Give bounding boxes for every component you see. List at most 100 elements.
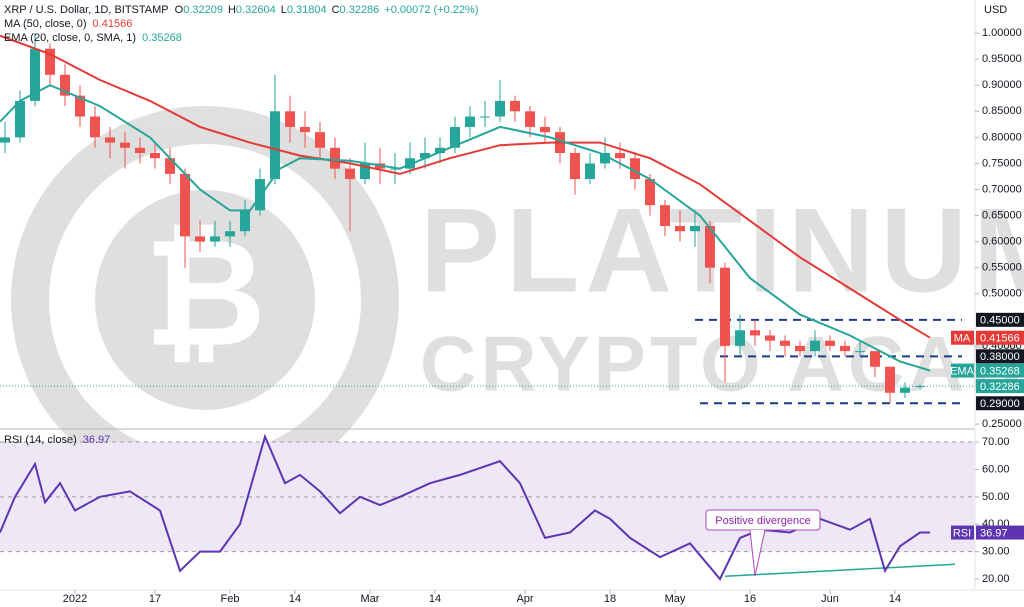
legend-value: 36.97 xyxy=(83,434,111,446)
candle-body xyxy=(525,111,535,127)
price-tag-box xyxy=(976,379,1024,394)
candle-body xyxy=(900,387,910,393)
candle-body xyxy=(285,111,295,127)
x-tick-label: Feb xyxy=(221,593,240,605)
candle-body xyxy=(870,351,880,367)
y-tick-label: 70.00 xyxy=(982,436,1010,448)
candle-body xyxy=(465,116,475,127)
candle-body xyxy=(120,142,130,148)
price-tag: 0.35268 xyxy=(980,365,1020,377)
y-tick-label: 0.75000 xyxy=(982,157,1022,169)
y-tick-label: 1.00000 xyxy=(982,27,1022,39)
x-tick-label: Jun xyxy=(821,593,839,605)
y-tick-label: 0.90000 xyxy=(982,79,1022,91)
candle-body xyxy=(675,225,685,232)
candle-body xyxy=(0,137,10,143)
candle-body xyxy=(195,236,205,242)
price-tag-box xyxy=(976,330,1024,345)
tag-name: EMA xyxy=(950,365,975,377)
price-tag: 0.32286 xyxy=(980,381,1020,393)
tag-name: RSI xyxy=(953,527,971,539)
y-tick-label: 0.80000 xyxy=(982,131,1022,143)
candle-body xyxy=(825,340,835,346)
candle-body xyxy=(765,335,775,341)
candle-body xyxy=(210,236,220,242)
tag-name: MA xyxy=(954,333,971,345)
price-tag: 0.29000 xyxy=(980,398,1020,410)
line xyxy=(0,84,931,372)
candle-body xyxy=(75,95,85,117)
price-tag: 36.97 xyxy=(980,527,1008,539)
candle-body xyxy=(360,163,370,180)
candle-body xyxy=(450,126,460,148)
ohlc-value: 0.32604 xyxy=(236,4,276,16)
candle-body xyxy=(60,74,70,96)
chart-title: XRP / U.S. Dollar, 1D, BITSTAMP xyxy=(4,4,169,16)
x-tick-label: May xyxy=(665,593,686,605)
candle-body xyxy=(150,153,160,159)
candle-body xyxy=(855,351,865,353)
y-tick-label: 0.95000 xyxy=(982,53,1022,65)
y-tick-label: 30.00 xyxy=(982,546,1010,558)
x-tick-label: 14 xyxy=(289,593,301,605)
candle-body xyxy=(45,48,55,75)
legend-name: EMA (20, close, 0, SMA, 1) xyxy=(4,32,136,44)
ohlc-label: C xyxy=(332,4,340,16)
candle-body xyxy=(135,147,145,154)
candle-body xyxy=(420,153,430,159)
y-tick-label: 0.65000 xyxy=(982,209,1022,221)
x-tick-label: Mar xyxy=(361,593,380,605)
candle-body xyxy=(105,137,115,143)
candle-body xyxy=(570,153,580,180)
price-tag-box xyxy=(976,349,1024,364)
candle-body xyxy=(495,100,505,117)
candle-body xyxy=(390,168,400,170)
candle-body xyxy=(660,205,670,226)
candle-body xyxy=(690,225,700,232)
price-tag: 0.41566 xyxy=(980,333,1020,345)
candle-body xyxy=(435,147,445,154)
x-tick-label: Apr xyxy=(516,593,533,605)
candle-body xyxy=(330,147,340,169)
y-tick-label: 20.00 xyxy=(982,573,1010,585)
legend-value: 0.35268 xyxy=(142,32,182,44)
candle-body xyxy=(915,386,925,388)
ohlc-label: O xyxy=(175,4,184,16)
candle-body xyxy=(540,126,550,133)
x-tick-label: 16 xyxy=(744,593,756,605)
tag-name-box xyxy=(951,525,974,540)
candle-body xyxy=(615,153,625,159)
ohlc-label: H xyxy=(228,4,236,16)
y-tick-label: 0.50000 xyxy=(982,288,1022,300)
candle-body xyxy=(600,153,610,164)
ohlc-label: L xyxy=(281,4,287,16)
legend-value: 0.41566 xyxy=(93,18,133,30)
ohlc-value: 0.32209 xyxy=(183,4,223,16)
currency: USD xyxy=(984,4,1007,16)
line xyxy=(0,34,931,339)
y-tick-label: 50.00 xyxy=(982,491,1010,503)
candle-body xyxy=(705,225,715,268)
candle-body xyxy=(315,132,325,148)
y-tick-label: 0.85000 xyxy=(982,105,1022,117)
trendline xyxy=(724,563,956,578)
candle-body xyxy=(720,267,730,346)
candle-body xyxy=(885,366,895,393)
watermark-symbol: ₿ xyxy=(144,209,266,377)
annotation: Positive divergence xyxy=(715,515,810,527)
candle-body xyxy=(345,168,355,180)
price-tag: 0.45000 xyxy=(980,315,1020,327)
candle-body xyxy=(240,210,250,232)
candle-body xyxy=(645,179,655,206)
candle-body xyxy=(735,330,745,346)
pane-title: RSI (14, close) xyxy=(4,434,77,446)
price-tag-box xyxy=(976,312,1024,327)
y-tick-label: 60.00 xyxy=(982,463,1010,475)
y-tick-label: 0.55000 xyxy=(982,262,1022,274)
price-tag-box xyxy=(976,363,1024,378)
candle-body xyxy=(90,116,100,138)
price-tag-box xyxy=(976,396,1024,411)
candle-body xyxy=(510,100,520,112)
